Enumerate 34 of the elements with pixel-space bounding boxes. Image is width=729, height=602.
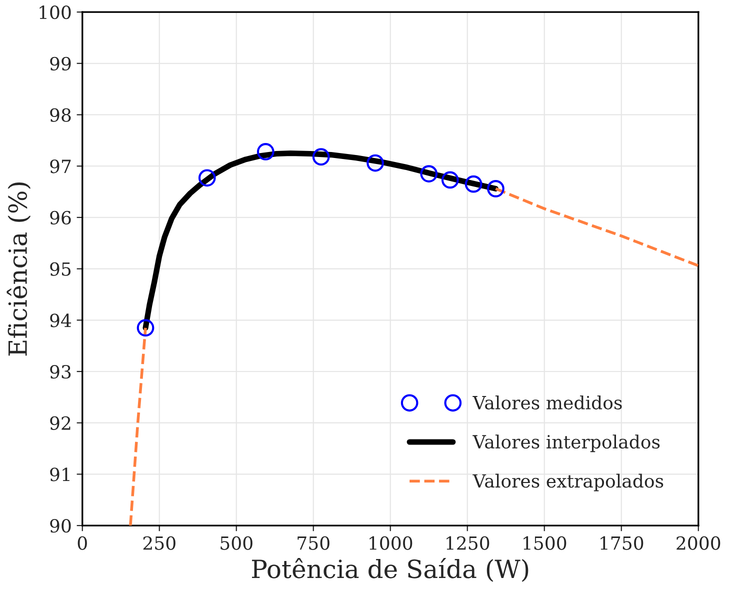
legend-label: Valores extrapolados xyxy=(472,474,664,492)
point xyxy=(464,175,482,193)
x-tick-label: 1250 xyxy=(446,536,490,550)
y-tick-label: 94 xyxy=(50,314,72,328)
y-tick-label: 93 xyxy=(50,364,71,379)
legend-label: Valores medidos xyxy=(472,395,622,410)
x-tick-label: 1750 xyxy=(600,536,644,550)
y-tick-label: 100 xyxy=(40,6,71,20)
point xyxy=(441,171,459,189)
x-tick-label: 500 xyxy=(220,536,252,550)
y-tick-label: 98 xyxy=(50,108,71,122)
y-tick-label: 95 xyxy=(50,262,71,276)
legend-label: Valores interpolados xyxy=(472,434,660,452)
point xyxy=(420,165,438,182)
x-tick-label: 750 xyxy=(298,536,330,550)
y-tick-label: 96 xyxy=(50,210,71,225)
x-tick-label: 0 xyxy=(78,536,87,550)
x-tick-label: 1000 xyxy=(370,536,412,550)
y-tick-label: 97 xyxy=(50,160,71,174)
point xyxy=(136,319,154,337)
point xyxy=(487,180,504,198)
x-axis-title: Potência de Saída (W) xyxy=(252,558,528,582)
point xyxy=(198,169,216,187)
x-tick-label: 250 xyxy=(143,536,176,550)
y-tick-label: 92 xyxy=(50,416,70,430)
point xyxy=(256,143,274,160)
x-tick-label: 1500 xyxy=(524,536,566,550)
x-tick-label: 2000 xyxy=(676,536,720,550)
y-tick-label: 99 xyxy=(50,56,71,71)
point xyxy=(366,154,384,172)
y-tick-label: 90 xyxy=(50,519,71,533)
y-axis-title: Eficiência (%) xyxy=(6,182,31,356)
y-tick-label: 91 xyxy=(50,468,70,482)
point xyxy=(312,148,330,166)
